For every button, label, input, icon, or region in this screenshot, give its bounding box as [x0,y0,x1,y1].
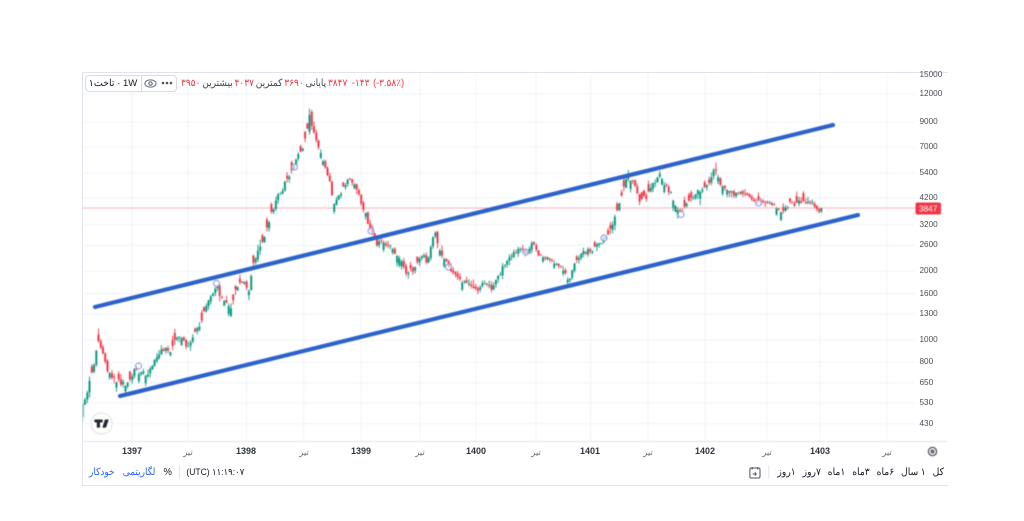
svg-text:3847: 3847 [919,203,938,213]
